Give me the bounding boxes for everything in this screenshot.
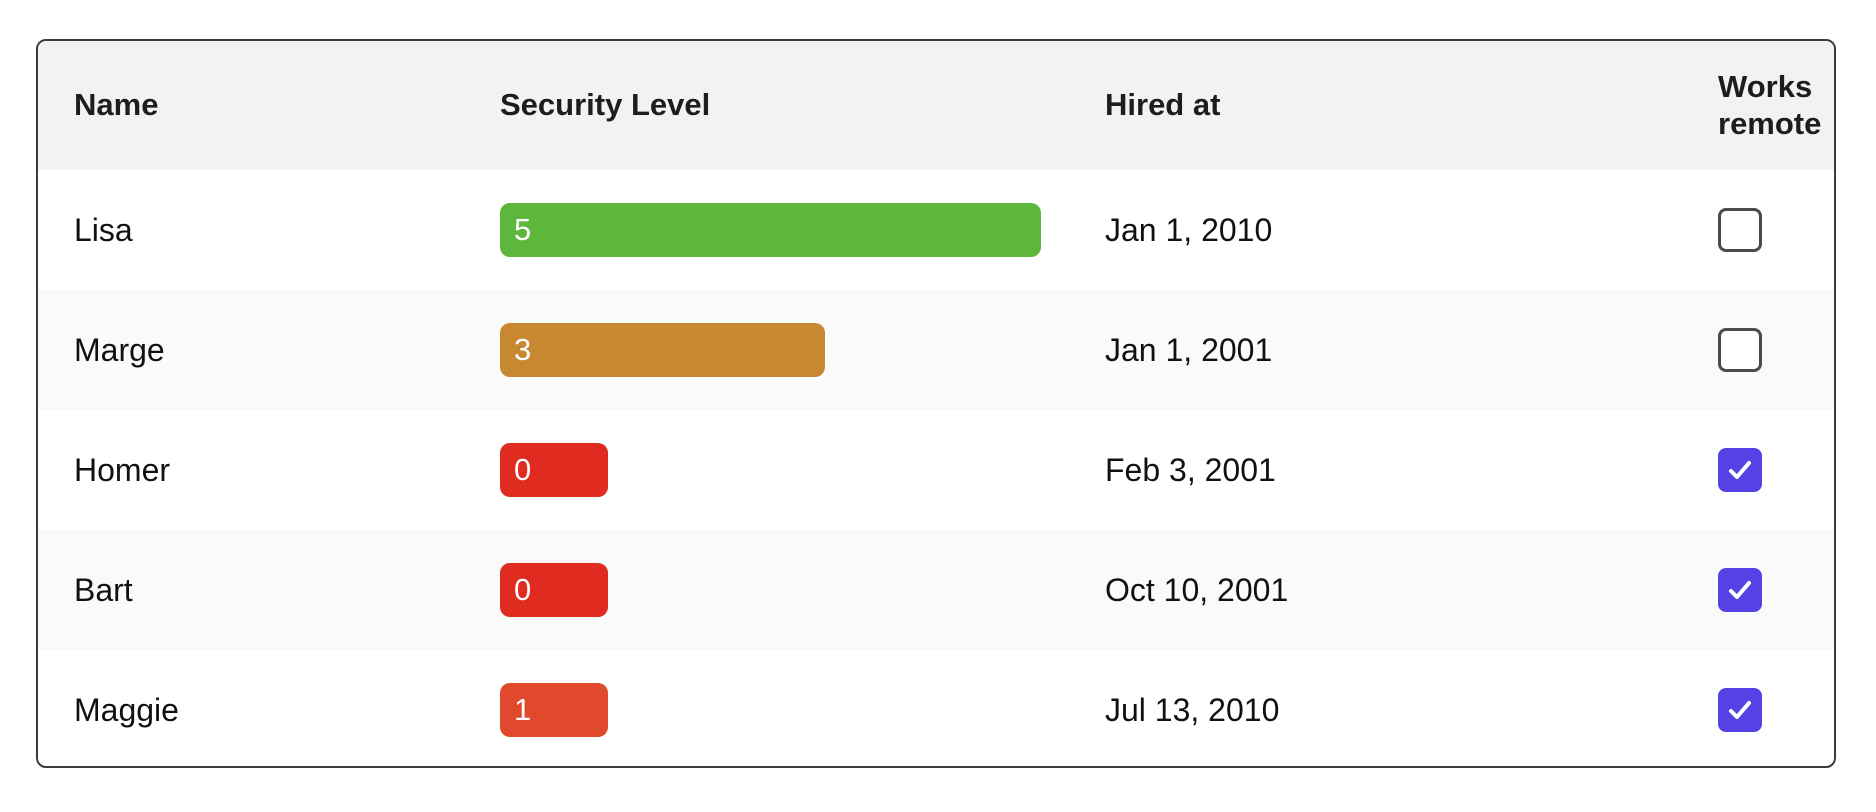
works-remote-checkbox[interactable] bbox=[1718, 448, 1762, 492]
security-level-track: 5 bbox=[500, 203, 1041, 257]
cell-hired-at: Oct 10, 2001 bbox=[1105, 571, 1289, 608]
security-level-track: 3 bbox=[500, 323, 1041, 377]
cell-name: Maggie bbox=[74, 691, 179, 728]
cell-hired-at: Jan 1, 2001 bbox=[1105, 331, 1273, 368]
table-row: Homer 0 Feb 3, 2001 bbox=[38, 410, 1834, 530]
column-header-hired-at: Hired at bbox=[1105, 87, 1221, 123]
cell-name: Marge bbox=[74, 331, 165, 368]
table-header-row: Name Security Level Hired at Works remot… bbox=[38, 41, 1834, 170]
table-row: Lisa 5 Jan 1, 2010 bbox=[38, 170, 1834, 290]
security-level-bar: 0 bbox=[500, 563, 609, 617]
security-level-bar: 0 bbox=[500, 443, 609, 497]
column-header-name: Name bbox=[74, 87, 159, 123]
security-level-value: 3 bbox=[514, 332, 532, 367]
cell-hired-at: Jan 1, 2010 bbox=[1105, 211, 1273, 248]
table-row: Maggie 1 Jul 13, 2010 bbox=[38, 650, 1834, 766]
cell-name: Lisa bbox=[74, 211, 133, 248]
works-remote-checkbox[interactable] bbox=[1718, 688, 1762, 732]
employees-table: Name Security Level Hired at Works remot… bbox=[36, 39, 1836, 768]
column-header-security-level: Security Level bbox=[500, 87, 711, 123]
security-level-value: 1 bbox=[514, 692, 532, 727]
cell-name: Bart bbox=[74, 571, 133, 608]
checkmark-icon bbox=[1729, 461, 1751, 479]
security-level-value: 0 bbox=[514, 572, 532, 607]
security-level-bar: 3 bbox=[500, 323, 825, 377]
security-level-bar: 1 bbox=[500, 683, 609, 737]
cell-hired-at: Feb 3, 2001 bbox=[1105, 451, 1276, 488]
security-level-value: 0 bbox=[514, 452, 532, 487]
cell-name: Homer bbox=[74, 451, 171, 488]
cell-hired-at: Jul 13, 2010 bbox=[1105, 691, 1280, 728]
security-level-track: 1 bbox=[500, 683, 1041, 737]
works-remote-checkbox[interactable] bbox=[1718, 208, 1762, 252]
checkmark-icon bbox=[1729, 701, 1751, 719]
security-level-track: 0 bbox=[500, 443, 1041, 497]
checkmark-icon bbox=[1729, 581, 1751, 599]
security-level-value: 5 bbox=[514, 212, 532, 247]
table-row: Marge 3 Jan 1, 2001 bbox=[38, 290, 1834, 410]
security-level-bar: 5 bbox=[500, 203, 1041, 257]
works-remote-checkbox[interactable] bbox=[1718, 568, 1762, 612]
security-level-track: 0 bbox=[500, 563, 1041, 617]
works-remote-checkbox[interactable] bbox=[1718, 328, 1762, 372]
column-header-works-remote: Works remote bbox=[1718, 68, 1822, 141]
table-row: Bart 0 Oct 10, 2001 bbox=[38, 530, 1834, 650]
